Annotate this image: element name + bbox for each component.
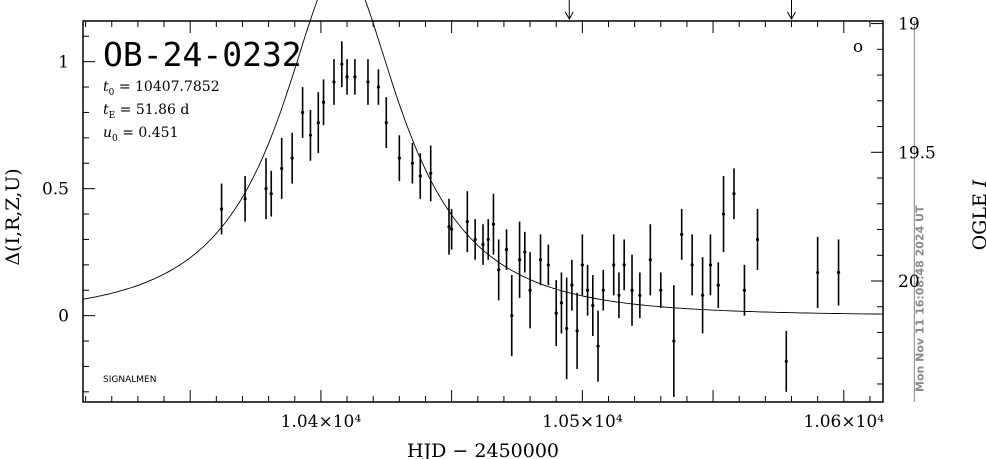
data-point [630,288,634,292]
data-point [290,156,294,160]
data-point [546,263,550,267]
data-point [836,270,841,275]
data-point [510,314,514,318]
param-t0: t0 = 10407.7852 [103,79,220,98]
y-tick-label: 0.5 [42,180,69,200]
x-tick-label: 1.04×10⁴ [281,412,362,432]
footer-label: SIGNALMEN [103,375,156,385]
data-point [269,192,273,196]
x-axis-label: HJD − 2450000 [407,440,559,459]
data-point [491,222,496,226]
right-tick-label: 19.5 [898,143,936,163]
right-tick-label: 19 [898,15,920,35]
data-point [332,80,336,84]
param-tE: tE = 51.86 d [103,102,189,121]
data-point [473,237,477,242]
data-point [538,258,543,262]
data-point [732,192,736,196]
data-point [570,283,574,287]
data-point [721,212,726,216]
data-point [366,80,370,84]
data-point [486,237,490,242]
event-arrowhead-1 [787,11,796,21]
marker-glyph: o [853,37,863,57]
data-point [384,121,388,125]
data-point [504,248,509,252]
data-point [308,133,313,137]
data-point [280,166,284,170]
y-tick-label: 1 [58,53,69,73]
data-point [481,242,485,247]
data-point [816,270,820,275]
data-point [345,75,349,79]
data-point [680,232,684,236]
data-point [554,311,558,315]
data-point [648,258,652,262]
data-point [353,75,357,79]
y-tick-label: 0 [58,307,69,327]
timestamp-label: Mon Nov 11 16:08:48 2024 UT [913,205,926,392]
data-point [659,288,663,292]
right-axis-label: OGLE I [969,179,986,250]
data-point [321,100,326,104]
data-point [701,293,705,297]
data-point [376,85,381,89]
data-point [784,359,788,363]
data-point [601,288,605,292]
data-point [580,263,584,267]
data-point [523,250,527,254]
param-u0: u0 = 0.451 [103,125,178,144]
data-point [716,283,720,287]
data-point [418,174,422,178]
data-point [612,263,616,267]
data-point [316,121,320,125]
data-point [301,110,305,115]
data-point [690,263,694,267]
data-point [575,329,579,333]
data-point [410,161,415,165]
data-point [672,339,676,343]
data-point [397,156,401,160]
data-point [528,288,532,292]
y-axis-label: Δ(I,R,Z,U) [2,168,24,265]
chart-title: OB-24-0232 [103,35,302,74]
data-point [638,293,642,297]
event-arrowhead-0 [564,11,574,21]
data-point [622,263,626,267]
data-point [585,288,590,292]
x-tick-label: 1.05×10⁴ [542,412,623,432]
data-point [264,187,268,191]
data-point [559,301,564,305]
data-point [518,258,522,262]
data-point [565,326,569,330]
data-point [465,220,469,224]
data-point [450,227,454,231]
data-point [497,268,501,272]
x-tick-label: 1.06×10⁴ [804,412,885,432]
right-tick-label: 20 [898,272,920,292]
data-point [429,171,433,175]
data-point [219,207,224,211]
data-point [708,263,713,267]
data-point [447,225,451,229]
data-point [340,62,344,66]
data-point [755,237,760,242]
data-point [243,197,247,201]
plot-frame [82,20,884,403]
data-point [617,293,621,297]
data-point [591,303,595,308]
data-point [596,344,600,348]
data-point [742,288,747,292]
